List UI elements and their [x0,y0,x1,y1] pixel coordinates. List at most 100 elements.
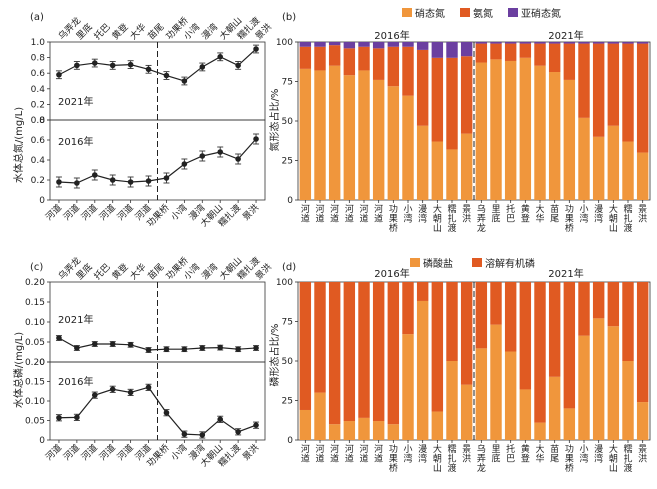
bar-segment [299,68,312,200]
data-point [109,341,116,347]
data-point [163,346,170,353]
data-point [127,179,134,185]
bar-segment [490,42,502,44]
x-category-label: 功果桥 [565,204,574,234]
legend-label-phosphate: 磷酸盐 [423,257,453,270]
bottom-x-label: 河道 [43,202,64,223]
bar-segment [372,421,385,440]
data-point [74,180,80,186]
data-point [253,46,259,52]
bar-segment [563,282,576,409]
bottom-x-label: 河道 [97,442,118,463]
x-category-label: 河道 [345,203,354,224]
bar-segment [490,43,502,60]
bar-segment [387,42,400,47]
y-tick-label: 0 [39,196,45,206]
data-point [253,345,259,351]
data-point [109,386,116,393]
x-category-label: 糯扎渡 [447,443,456,474]
panel-c-ylabel: 水体总磷/(mg/L) [12,332,25,408]
bar-segment [475,348,488,440]
bar-segment [460,133,473,200]
panel-a-plot: 00.20.40.60.81.000.20.40.60.8乌弄龙里底托巴黄登大华… [31,15,274,230]
bar-segment [431,42,444,58]
panel-d-plot: 0255075100河道河道河道河道河道河道功果桥小湾漫湾大朝山糯扎渡景洪乌弄龙… [276,278,651,474]
bar-segment [519,389,532,440]
data-point [181,346,188,353]
x-category-label: 乌弄龙 [477,443,486,474]
bar-segment [460,384,473,440]
x-category-label: 景洪 [462,204,471,224]
data-point [74,414,80,421]
bar-segment [358,42,370,47]
bar-segment [343,42,356,49]
bar-segment [358,46,370,71]
bar-segment [534,43,546,66]
x-category-label: 功果桥 [565,444,574,474]
panel-a-ylabel: 水体总氮/(mg/L) [12,107,25,183]
bar-segment [504,42,517,44]
y-tick-label: 0 [287,436,293,446]
bar-segment [387,282,400,425]
data-point [199,345,206,351]
bar-segment [636,42,649,44]
bar-segment [592,318,605,440]
bar-segment [490,324,502,440]
bar-segment [299,46,312,69]
x-category-label: 漫湾 [418,203,427,224]
bar-segment [372,48,385,80]
bar-segment [328,282,341,425]
y-tick-label: 0 [287,196,293,206]
bar-segment [563,408,576,440]
legend-label-dop: 溶解有机磷 [485,257,535,270]
data-point [56,71,62,78]
panel-b-group-2021: 2021年 [548,29,583,42]
bar-segment [314,70,326,200]
bar-segment [475,282,488,349]
bar-segment [622,361,634,440]
data-point [56,179,62,185]
panel-b: (b) 氮形态占比/% 硝态氮 氨氮 亚硝态氮 2016年 2021年 0 25 5… [268,7,651,234]
bar-segment [504,43,517,61]
legend-swatch-ammonia [460,8,470,17]
bar-segment [519,43,532,58]
x-category-label: 河道 [330,203,339,224]
x-category-label: 大朝山 [433,203,442,234]
bar-segment [563,43,576,80]
bar-segment [431,282,444,412]
bar-segment [328,65,341,200]
bar-segment [431,141,444,200]
bar-segment [372,79,385,200]
bar-segment [343,48,356,76]
x-category-label: 大朝山 [609,203,618,234]
panel-d-legend: 磷酸盐 溶解有机磷 [410,257,535,270]
bar-segment [592,42,605,44]
bar-segment [402,42,414,47]
x-category-label: 漫湾 [594,443,603,464]
data-point [91,172,98,178]
x-category-label: 里底 [491,444,500,464]
bar-segment [343,282,356,422]
top-x-label: 托巴 [91,261,112,282]
panel-a-top-year: 2021年 [58,95,93,108]
y-tick-label: 0.6 [31,136,46,146]
x-category-label: 糯扎渡 [447,203,456,234]
x-category-label: 功果桥 [389,444,398,474]
x-category-label: 河道 [345,443,354,464]
bar-segment [431,411,444,440]
data-point [235,346,241,353]
top-x-label: 漫湾 [199,21,220,42]
data-point [145,384,152,391]
data-point [127,389,134,396]
x-category-label: 河道 [374,203,383,224]
y-tick-label: 0.6 [31,69,46,79]
data-point [181,78,188,84]
bar-segment [446,42,458,58]
bar-segment [534,422,546,440]
bar-segment [548,376,561,440]
bar-segment [548,72,561,200]
y-tick-label: 0.05 [25,417,45,427]
bar-segment [314,46,326,71]
data-point [74,62,80,69]
